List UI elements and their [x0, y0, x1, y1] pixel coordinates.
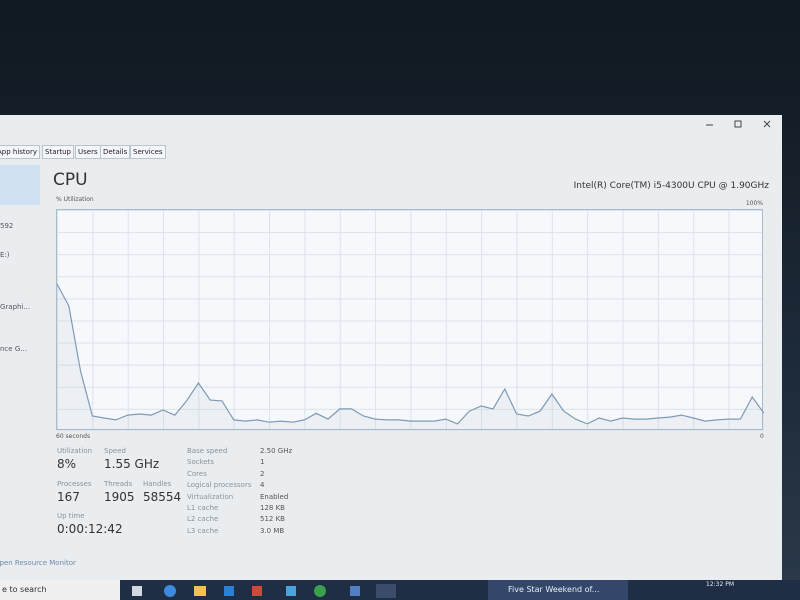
task-manager-icon[interactable]: [376, 584, 396, 598]
stat-value: 58554: [143, 490, 182, 504]
area: [57, 284, 764, 431]
sidebar-item: 592: [0, 222, 14, 230]
x-tick-label: 60 seconds: [56, 433, 91, 440]
spec-value: 3.0 MB: [260, 526, 285, 535]
spec-label: Virtualization: [187, 492, 234, 501]
stat-label: Threads: [104, 480, 133, 488]
tab[interactable]: Startup: [42, 145, 74, 159]
stat-value: 1905: [104, 490, 135, 504]
stat-label: Utilization: [57, 447, 93, 455]
x-tick-label: 0: [760, 433, 764, 440]
spec-value: 2.50 GHz: [260, 447, 293, 455]
stat-label: Processes: [57, 480, 92, 488]
pinned-apps: [128, 583, 428, 598]
taskbar-app[interactable]: Five Star Weekend of...: [488, 580, 628, 600]
tab[interactable]: Users: [75, 145, 101, 159]
spec-value: 2: [260, 469, 265, 478]
maximize[interactable]: [734, 120, 742, 128]
app-icons: [132, 584, 396, 598]
stat-label: Handles: [143, 480, 172, 488]
edge-icon[interactable]: [164, 585, 176, 597]
task-manager-window: App history Startup Users Details Services 5…: [0, 115, 782, 580]
taskbar: e to search Five Star Weekend of... 12:3…: [0, 580, 800, 600]
sidebar-item: nce G...: [0, 345, 27, 353]
spec-value: 512 KB: [260, 515, 285, 524]
explorer-icon[interactable]: [194, 586, 206, 596]
stat-value: 1.55 GHz: [104, 457, 160, 471]
sidebar-item: Graphi...: [0, 303, 31, 311]
tab[interactable]: Details: [100, 145, 131, 159]
app-icon[interactable]: [286, 586, 296, 596]
spec-label: Base speed: [187, 447, 228, 455]
task-view-icon[interactable]: [132, 586, 142, 596]
y-axis-label: % Utilization: [56, 196, 94, 203]
plot-area: [56, 209, 764, 431]
resource-monitor-link[interactable]: Open Resource Monitor: [0, 559, 76, 567]
spec-label: L3 cache: [187, 526, 219, 535]
tab[interactable]: Services: [130, 145, 166, 159]
store-icon[interactable]: [224, 586, 234, 596]
stat-label: Speed: [104, 447, 126, 455]
spec-label: L1 cache: [187, 504, 219, 512]
y-tick-label: 100%: [745, 200, 763, 207]
spec-label: Logical processors: [187, 481, 252, 490]
search-box[interactable]: e to search: [0, 580, 120, 600]
tab[interactable]: App history: [0, 145, 40, 159]
spec-value: 128 KB: [260, 504, 285, 512]
app-icon[interactable]: [314, 585, 326, 597]
sidebar-item: E:): [0, 251, 10, 259]
spec-label: Cores: [187, 469, 207, 478]
close[interactable]: [763, 120, 771, 128]
chart-title: CPU: [53, 170, 88, 190]
line: [57, 283, 764, 425]
clock: 12:32 PM: [706, 581, 734, 588]
cpu-graph: [57, 283, 764, 431]
spec-label: Sockets: [187, 458, 215, 467]
cpu-name: Intel(R) Core(TM) i5-4300U CPU @ 1.90GHz: [573, 181, 769, 191]
window-controls[interactable]: [700, 119, 780, 131]
stat-label: Up time: [57, 512, 85, 520]
app-icon[interactable]: [350, 586, 360, 596]
spec-value: 1: [260, 458, 265, 467]
stat-value: 0:00:12:42: [57, 522, 123, 536]
spec-value: Enabled: [260, 492, 289, 501]
spec-label: L2 cache: [187, 515, 219, 524]
sidebar-selected: [0, 165, 40, 205]
spec-value: 4: [260, 481, 265, 490]
app-icon[interactable]: [252, 586, 262, 596]
stat-value: 167: [57, 490, 80, 504]
stat-value: 8%: [57, 457, 77, 471]
